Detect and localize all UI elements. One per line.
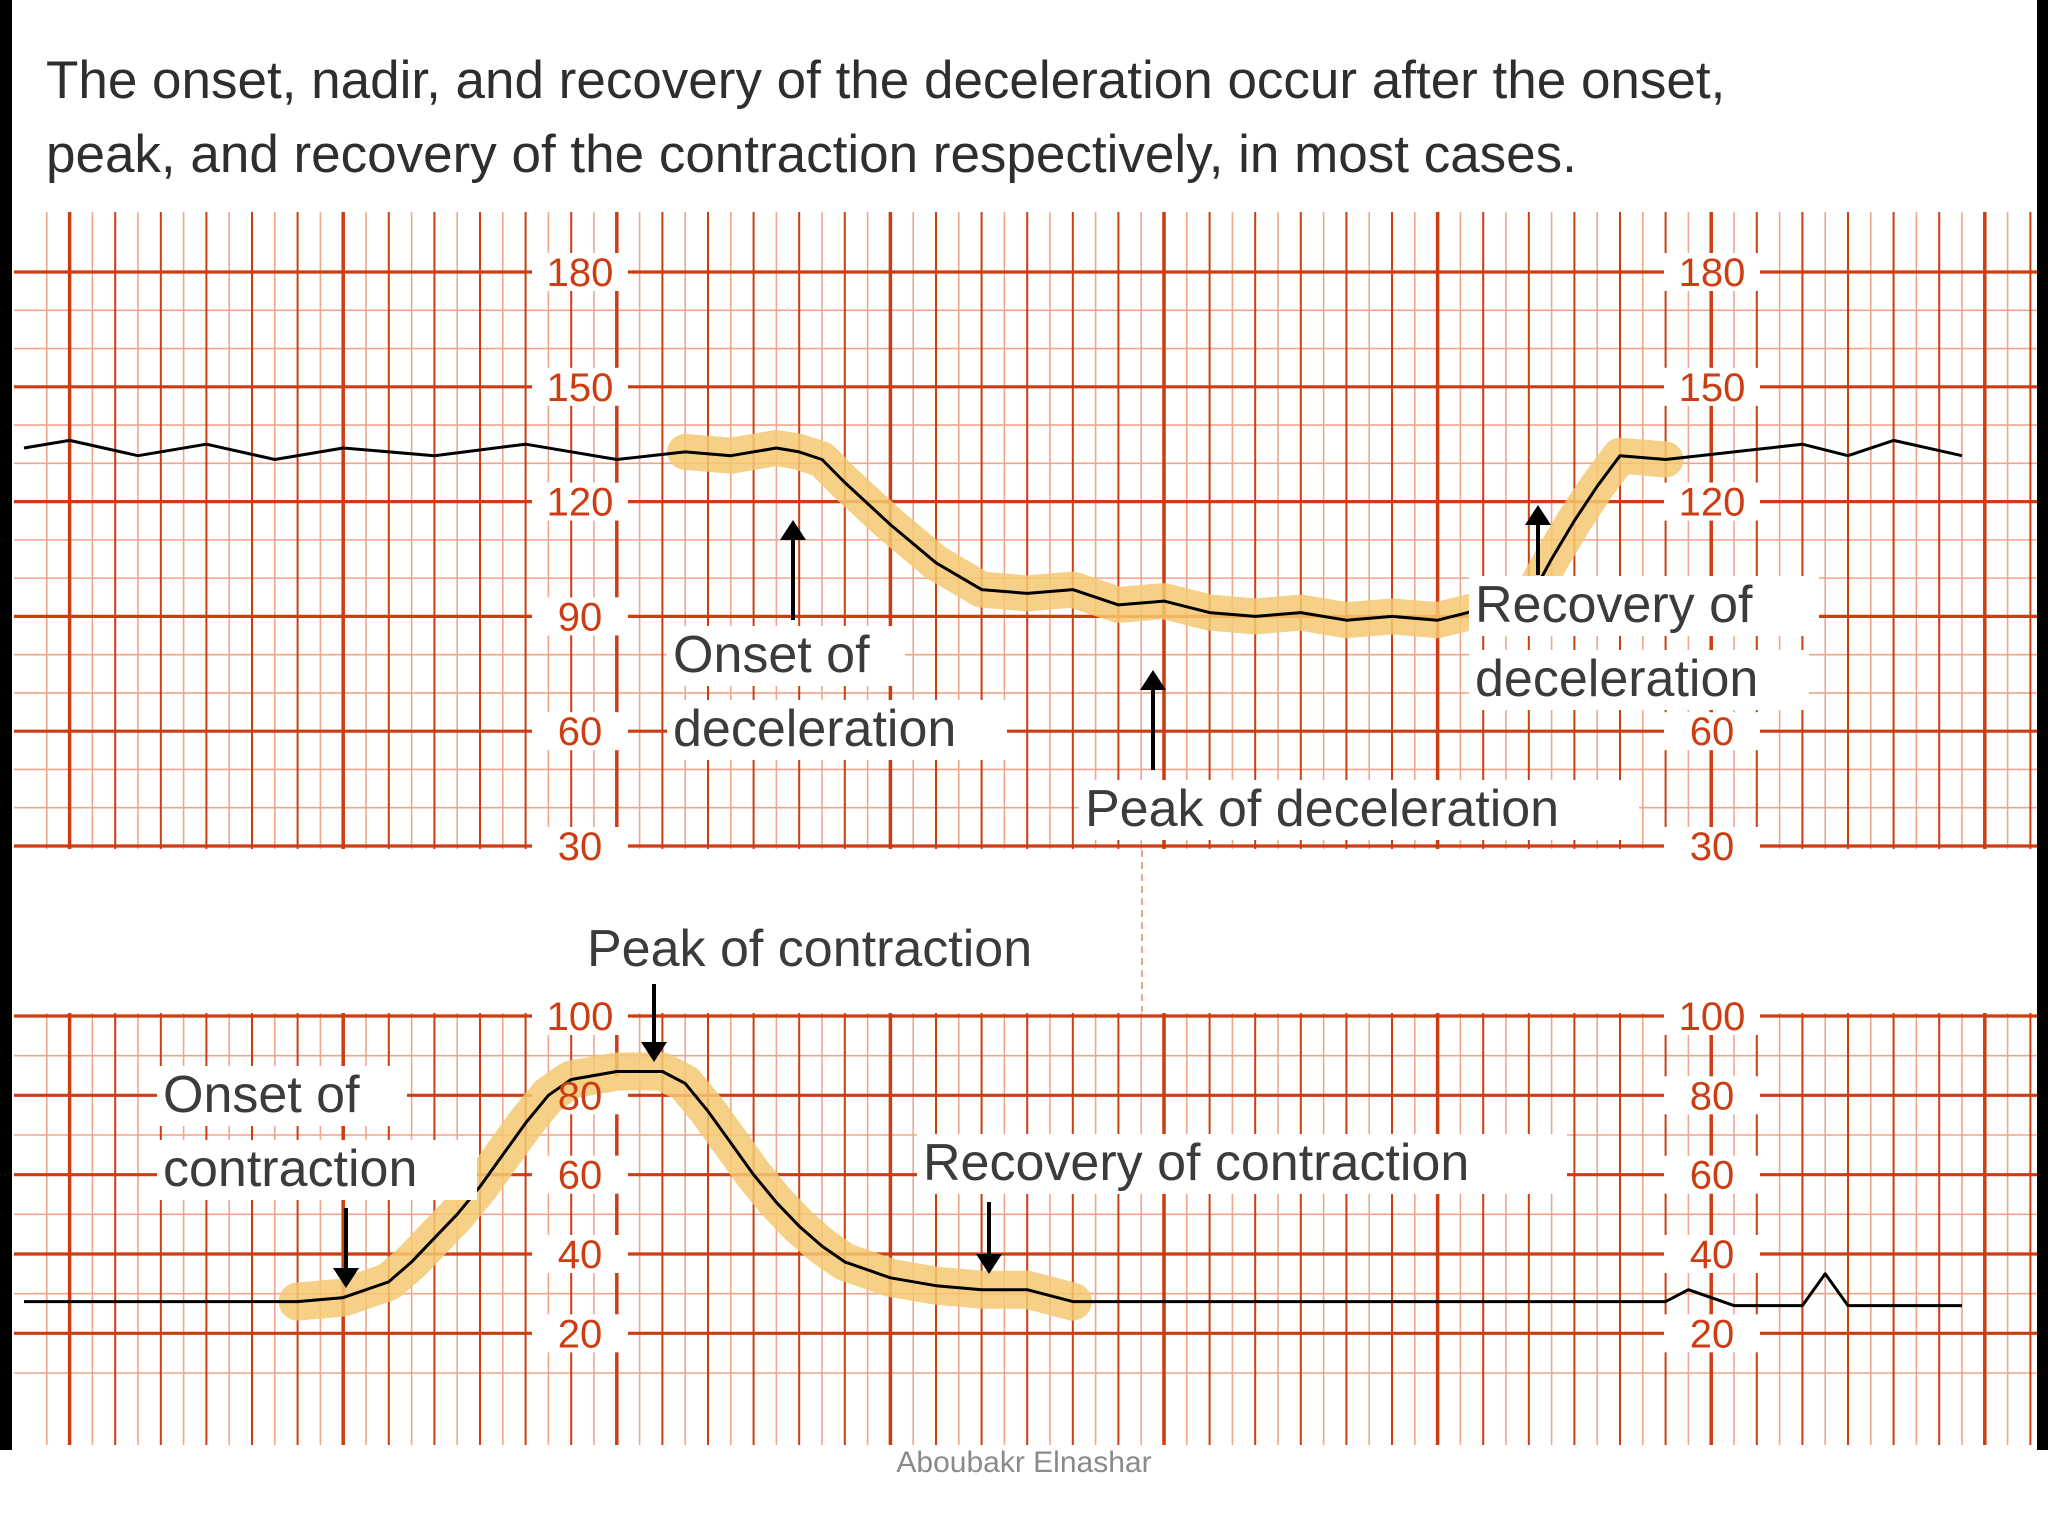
y-tick-label: 100 (547, 995, 614, 1039)
y-tick-label: 60 (1690, 710, 1735, 754)
annotations: Onset of deceleration Peak of deceleration… (157, 505, 1819, 1288)
y-tick-label: 30 (1690, 825, 1735, 869)
y-tick-label: 180 (1679, 251, 1746, 295)
tick-label-band (532, 597, 628, 636)
tick-label-band (1664, 1314, 1760, 1353)
recovery-contraction-label: Recovery of contraction (923, 1134, 1469, 1192)
y-tick-label: 80 (1690, 1074, 1735, 1118)
y-tick-label: 90 (558, 595, 603, 639)
tick-label-band (532, 1155, 628, 1194)
header-box (14, 16, 2034, 212)
right-border (2037, 0, 2048, 1450)
y-tick-label: 150 (1679, 366, 1746, 410)
left-border (0, 0, 12, 1450)
tick-label-band (1664, 1155, 1760, 1194)
tick-label-band (1664, 712, 1760, 751)
tick-label-band (532, 997, 628, 1035)
y-tick-label: 20 (558, 1312, 603, 1356)
recovery-contraction-label-bg (917, 1134, 1567, 1194)
header-line-1: The onset, nadir, and recovery of the de… (46, 51, 1725, 110)
tick-label-band (532, 1314, 628, 1353)
peak-deceleration-arrow-head (1140, 670, 1166, 690)
tick-label-band (1664, 482, 1760, 521)
y-tick-label: 40 (1690, 1233, 1735, 1277)
credit-caption: Aboubakr Elnashar (896, 1446, 1152, 1479)
y-tick-label: 180 (547, 251, 614, 295)
tick-label-band (532, 482, 628, 521)
tick-label-band (1664, 997, 1760, 1035)
onset-deceleration-arrow-head (780, 520, 806, 540)
y-tick-label: 150 (547, 366, 614, 410)
y-tick-label: 60 (558, 1154, 603, 1198)
tick-label-band (1664, 367, 1760, 406)
y-tick-label: 60 (558, 710, 603, 754)
y-tick-label: 120 (1679, 481, 1746, 525)
recovery-deceleration-arrow-head (1525, 505, 1551, 525)
onset-contraction-label: Onset of (163, 1066, 360, 1124)
onset-deceleration-label-bg (667, 700, 1007, 760)
tick-label-band (1664, 1076, 1760, 1115)
onset-deceleration-label: Onset of (673, 626, 870, 684)
recovery-contraction-arrow-head (976, 1254, 1002, 1274)
recovery-deceleration-label: deceleration (1475, 650, 1758, 708)
onset-contraction-label: contraction (163, 1140, 417, 1198)
traces (23, 438, 1963, 1308)
recovery-deceleration-label-bg (1469, 650, 1809, 710)
onset-contraction-label-bg (157, 1066, 407, 1126)
recovery-deceleration-label: Recovery of (1475, 576, 1753, 634)
y-tick-label: 100 (1679, 995, 1746, 1039)
peak-deceleration-label-bg (1079, 780, 1639, 840)
onset-contraction-label-bg (157, 1140, 477, 1200)
recovery-deceleration-label-bg (1469, 576, 1819, 636)
peak-deceleration-label: Peak of deceleration (1085, 780, 1559, 838)
uterine-activity-trace (24, 1070, 1962, 1308)
tick-label-band (532, 827, 628, 865)
onset-deceleration-label: deceleration (673, 700, 956, 758)
onset-deceleration-label-bg (667, 626, 905, 686)
tick-label-band (532, 367, 628, 406)
fetal-heart-rate-trace (23, 438, 1963, 622)
tick-label-band (1664, 827, 1760, 865)
tick-label-band (1664, 1235, 1760, 1273)
tick-label-band (532, 712, 628, 751)
peak-contraction-arrow-head (641, 1042, 667, 1062)
tick-label-band (532, 1235, 628, 1273)
header-line-2: peak, and recovery of the contraction re… (46, 125, 1577, 184)
onset-contraction-arrow-head (333, 1268, 359, 1288)
peak-contraction-label-bg (581, 920, 1111, 980)
y-tick-label: 120 (547, 481, 614, 525)
tick-label-band (1664, 253, 1760, 291)
y-tick-label: 60 (1690, 1154, 1735, 1198)
y-tick-label: 20 (1690, 1312, 1735, 1356)
y-tick-label: 40 (558, 1233, 603, 1277)
y-tick-label: 80 (558, 1074, 603, 1118)
tick-label-band (532, 253, 628, 291)
peak-contraction-label: Peak of contraction (587, 920, 1032, 978)
y-tick-label: 30 (558, 825, 603, 869)
